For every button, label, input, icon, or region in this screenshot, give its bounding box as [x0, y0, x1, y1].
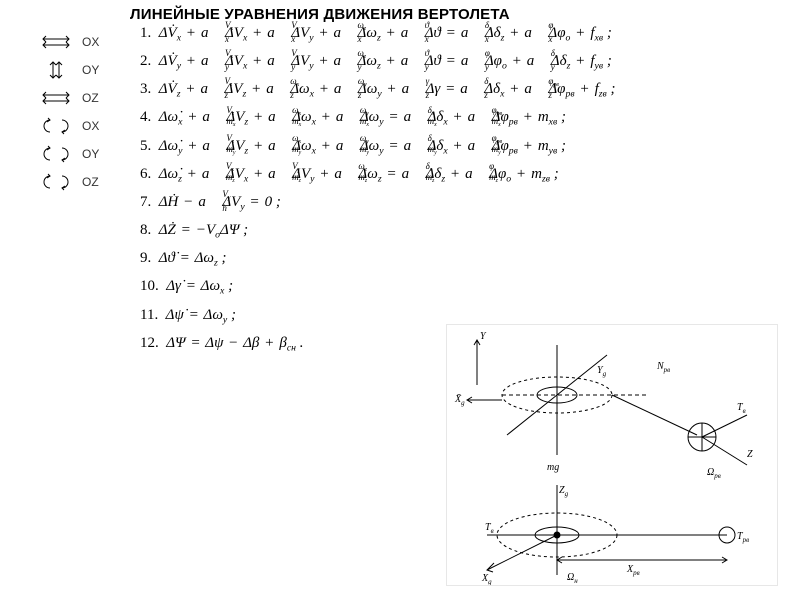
svg-text:Ωрв: Ωрв [707, 467, 721, 480]
equation-6: 6. Δω̇z + aVxmzΔVx + aVymzΔVy + aωzmzΔωz… [140, 167, 790, 184]
axis-label-column: OX OY OZ [40, 28, 140, 196]
axis-row: OX [40, 112, 140, 140]
double-arrow-v-icon [40, 60, 72, 80]
axis-label: OY [82, 63, 99, 77]
axis-row: OZ [40, 168, 140, 196]
axis-row: OZ [40, 84, 140, 112]
svg-text:Xg: Xg [481, 573, 492, 585]
svg-text:Tрв: Tрв [737, 531, 749, 544]
equation-9: 9. Δϑ̇ = Δωz ; [140, 251, 790, 268]
equations-column: 1. ΔV̇x + aVxxΔVx + aVyxΔVy + aωzxΔωz + … [140, 26, 790, 364]
curved-arrow-icon [40, 116, 72, 136]
equation-7: 7. ΔḢ − aVyhΔVy = 0 ; [140, 195, 790, 212]
svg-text:Zg: Zg [559, 485, 569, 498]
axis-label: OZ [82, 91, 99, 105]
helicopter-axes-diagram: Y X̄g Nрв Tв Ωрв Yg mg Z Zg Xg Ωн Xрв Tр… [446, 324, 778, 586]
axis-row: OX [40, 28, 140, 56]
equation-1: 1. ΔV̇x + aVxxΔVx + aVyxΔVy + aωzxΔωz + … [140, 26, 790, 43]
axis-label: OY [82, 147, 99, 161]
equation-10: 10. Δγ̇ = Δωx ; [140, 279, 790, 296]
curved-arrow-icon [40, 172, 72, 192]
curved-arrow-icon [40, 144, 72, 164]
svg-text:Z: Z [747, 449, 753, 460]
equation-4: 4. Δω̇x + aVzmxΔVz + aωxmxΔωx + aωymxΔωy… [140, 110, 790, 127]
equation-2: 2. ΔV̇y + aVxyΔVx + aVyyΔVy + aωzyΔωz + … [140, 54, 790, 71]
svg-text:Yg: Yg [597, 365, 607, 378]
svg-text:mg: mg [547, 462, 559, 473]
svg-text:Tв: Tв [485, 522, 494, 535]
equation-11: 11. Δψ̇ = Δωy ; [140, 308, 790, 325]
svg-text:Ωн: Ωн [567, 572, 578, 585]
svg-text:Xрв: Xрв [626, 564, 640, 577]
equation-8: 8. ΔŻ = −VоΔΨ ; [140, 223, 790, 240]
axis-label: OX [82, 119, 99, 133]
svg-text:X̄g: X̄g [454, 394, 465, 407]
equation-3: 3. ΔV̇z + aVzzΔVz + aωxzΔωx + aωyzΔωy + … [140, 82, 790, 99]
equation-5: 5. Δω̇y + aVzmyΔVz + aωxmyΔωx + aωymyΔωy… [140, 139, 790, 156]
axis-row: OY [40, 56, 140, 84]
svg-text:Nрв: Nрв [656, 361, 670, 374]
double-arrow-h-icon [40, 88, 72, 108]
svg-text:Y: Y [480, 331, 487, 342]
double-arrow-h-icon [40, 32, 72, 52]
axis-row: OY [40, 140, 140, 168]
axis-label: OX [82, 35, 99, 49]
svg-text:Tв: Tв [737, 402, 746, 415]
axis-label: OZ [82, 175, 99, 189]
